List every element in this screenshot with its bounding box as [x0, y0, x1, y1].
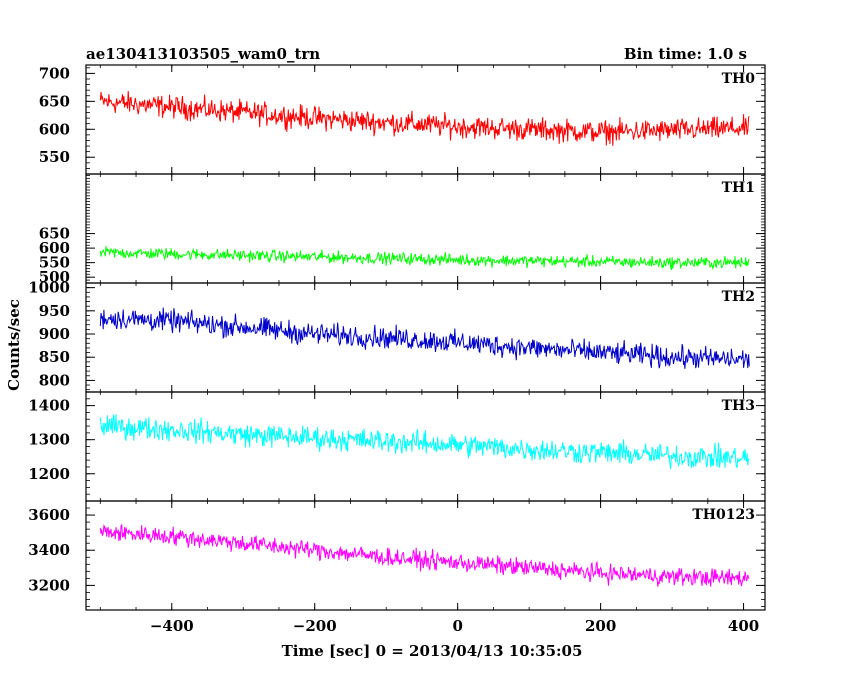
x-axis: −400 −200 0 200 400: [150, 617, 759, 635]
series-line-th1: [99, 246, 750, 271]
y-tick-label: 650: [39, 92, 70, 110]
y-tick-label: 700: [39, 64, 70, 82]
y-tick-label: 500: [39, 268, 70, 286]
y-tick-label: 850: [39, 348, 70, 366]
series-line-th0: [99, 90, 750, 146]
x-tick-label: −400: [150, 617, 194, 635]
chart-title: ae130413103505_wam0_trn: [86, 45, 321, 63]
y-tick-label: 3400: [28, 541, 70, 559]
panel-th0: 550 600 650 700 TH0: [39, 64, 766, 175]
panel-label-th3: TH3: [722, 398, 755, 414]
y-tick-label: 3200: [28, 576, 70, 594]
y-tick-label: 650: [39, 225, 70, 243]
y-axis-title: Counts/sec: [5, 299, 23, 391]
panel-label-th2: TH2: [722, 289, 755, 305]
y-tick-label: 950: [39, 302, 70, 320]
series-line-th3: [99, 414, 750, 470]
x-axis-title: Time [sec] 0 = 2013/04/13 10:35:05: [282, 642, 583, 660]
y-tick-label: 1400: [28, 397, 70, 415]
y-tick-label: 1300: [28, 431, 70, 449]
y-tick-label: 550: [39, 254, 70, 272]
x-tick-label: −200: [293, 617, 337, 635]
y-tick-label: 600: [39, 120, 70, 138]
x-tick-label: 200: [585, 617, 616, 635]
x-tick-label: 0: [452, 617, 462, 635]
bin-time-label: Bin time: 1.0 s: [623, 45, 747, 63]
y-tick-label: 1200: [28, 465, 70, 483]
x-tick-label: 400: [728, 617, 759, 635]
panel-label-th1: TH1: [722, 180, 755, 196]
y-tick-label: 600: [39, 239, 70, 257]
y-tick-label: 900: [39, 325, 70, 343]
panel-th0123: 3200 3400 3600 TH0123: [28, 500, 766, 611]
panel-label-th0: TH0: [722, 71, 756, 87]
panel-frame: [85, 500, 766, 611]
y-tick-label: 1000: [28, 279, 70, 297]
series-line-th2: [99, 307, 750, 369]
panel-th2: 800 850 900 950 1000 TH2: [28, 279, 766, 393]
y-tick-label: 800: [39, 371, 70, 389]
y-tick-label: 3600: [28, 506, 70, 524]
panel-label-th0123: TH0123: [692, 507, 755, 523]
y-tick-label: 550: [39, 148, 70, 166]
series-line-th0123: [99, 523, 750, 587]
panel-th3: 1200 1300 1400 TH3: [28, 391, 766, 502]
